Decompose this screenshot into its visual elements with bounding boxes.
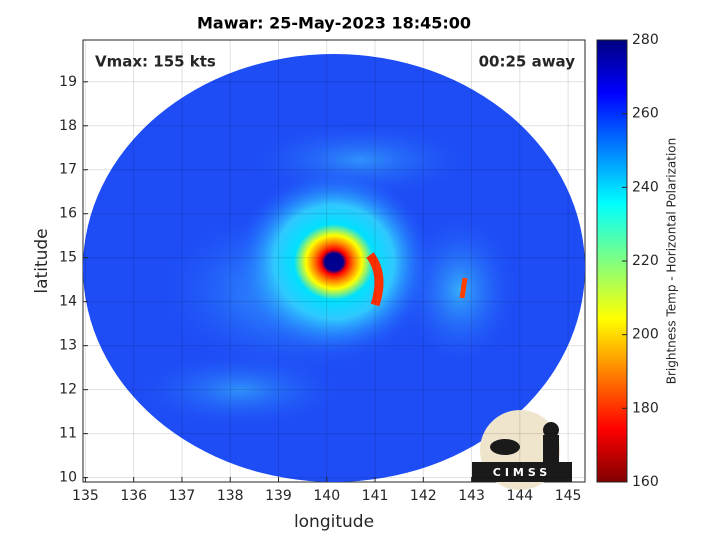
y-tick-label: 10	[59, 470, 77, 486]
x-axis-label: longitude	[294, 512, 374, 532]
x-tick-label: 140	[313, 488, 340, 504]
x-tick-label: 136	[120, 488, 147, 504]
storm-image	[83, 54, 585, 482]
x-tick-label: 138	[217, 488, 244, 504]
colorbar-tick-label: 280	[632, 32, 659, 48]
vmax-annotation: Vmax: 155 kts	[95, 53, 216, 71]
cimss-logo: CIMSS	[472, 410, 572, 490]
x-tick-label: 135	[72, 488, 99, 504]
colorbar-tick-label: 180	[632, 400, 659, 416]
y-axis-label: latitude	[32, 228, 52, 293]
y-tick-label: 17	[59, 162, 77, 178]
y-tick-label: 13	[59, 338, 77, 354]
colorbar-tick-label: 240	[632, 179, 659, 195]
colorbar-label: Brightness Temp - Horizontal Polarizatio…	[665, 138, 679, 385]
colorbar-tick-label: 200	[632, 327, 659, 343]
y-tick-label: 12	[59, 382, 77, 398]
x-tick-label: 137	[169, 488, 196, 504]
y-tick-label: 18	[59, 118, 77, 134]
y-tick-label: 11	[59, 426, 77, 442]
x-tick-label: 141	[362, 488, 389, 504]
y-tick-label: 16	[59, 206, 77, 222]
x-tick-label: 145	[555, 488, 582, 504]
x-tick-label: 144	[506, 488, 533, 504]
colorbar-tick-label: 220	[632, 253, 659, 269]
y-tick-label: 19	[59, 74, 77, 90]
colorbar-tick-label: 260	[632, 106, 659, 122]
chart-title: Mawar: 25-May-2023 18:45:00	[197, 14, 471, 33]
logo-text: CIMSS	[493, 466, 551, 479]
x-tick-label: 139	[265, 488, 292, 504]
y-tick-label: 14	[59, 294, 77, 310]
x-tick-label: 143	[458, 488, 485, 504]
time-annotation: 00:25 away	[479, 53, 576, 71]
colorbar-tick-label: 160	[632, 474, 659, 490]
x-tick-label: 142	[410, 488, 437, 504]
y-tick-label: 15	[59, 250, 77, 266]
